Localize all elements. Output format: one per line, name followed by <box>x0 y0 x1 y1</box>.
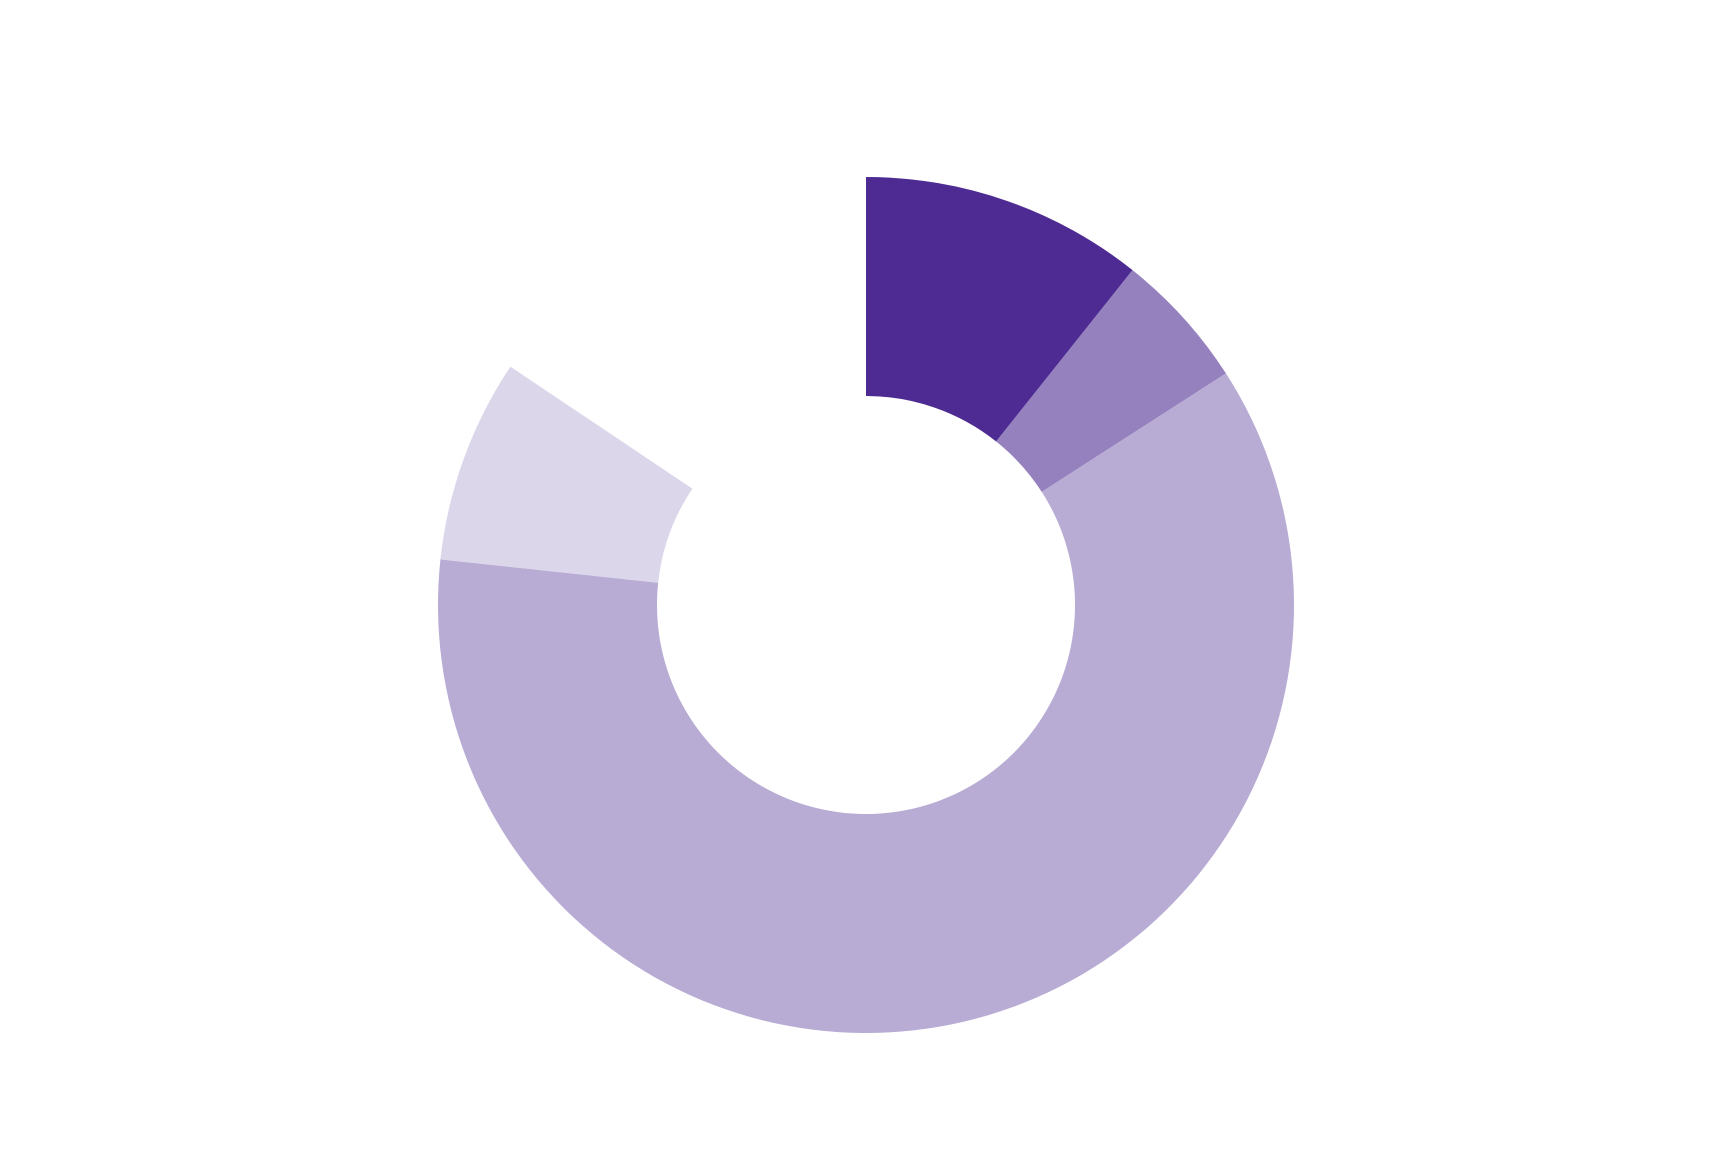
donut-slice <box>438 373 1295 1033</box>
donut-slice <box>996 270 1226 492</box>
donut-slice <box>440 366 693 583</box>
donut-slice <box>866 177 1133 442</box>
donut-slice <box>510 177 866 489</box>
